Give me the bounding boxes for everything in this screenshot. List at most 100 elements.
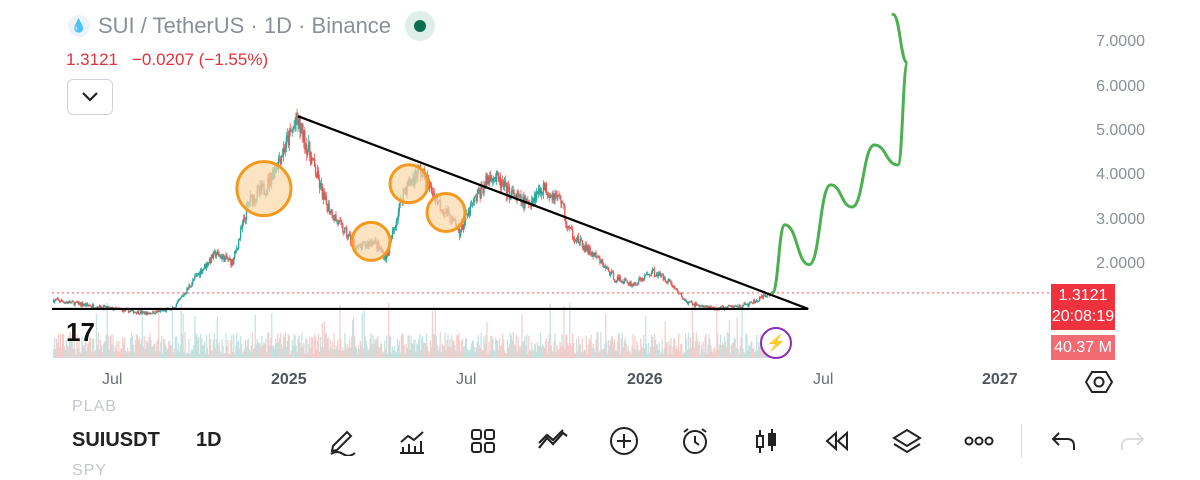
- candle-body: [132, 309, 135, 314]
- volume-bar: [329, 339, 331, 358]
- candle-body: [660, 275, 662, 277]
- candle-body: [599, 258, 601, 264]
- candle-body: [652, 268, 655, 270]
- symbol-selector[interactable]: SUIUSDT: [72, 429, 160, 451]
- object-tree-button[interactable]: [887, 422, 927, 460]
- redo-button[interactable]: [1112, 422, 1152, 460]
- watchlist-prev-symbol[interactable]: PLAB: [72, 398, 117, 415]
- alerts-button[interactable]: [675, 422, 715, 460]
- volume-bar: [293, 333, 295, 358]
- volume-bar: [83, 346, 85, 358]
- volume-bars: [53, 302, 773, 358]
- candle-body: [750, 301, 752, 303]
- volume-bar: [496, 339, 498, 358]
- candle-body: [765, 295, 768, 298]
- volume-bar: [163, 339, 165, 358]
- candle-body: [539, 190, 542, 194]
- candle-body: [619, 276, 622, 281]
- volume-bar: [362, 348, 364, 358]
- candle-body: [469, 205, 472, 215]
- drawing-tools-button[interactable]: [322, 422, 362, 460]
- candle-body: [665, 281, 667, 283]
- volume-bar: [424, 342, 427, 358]
- candle-body: [175, 304, 177, 308]
- volume-bar: [456, 334, 458, 358]
- volume-bar: [241, 353, 244, 358]
- volume-bar: [654, 339, 657, 358]
- volume-bar: [527, 353, 529, 358]
- candle-body: [692, 304, 695, 306]
- volume-bar: [357, 345, 360, 358]
- volume-bar: [484, 343, 486, 358]
- volume-bar: [230, 340, 232, 358]
- chart-legend[interactable]: 💧 SUI / TetherUS · 1D · Binance: [68, 10, 436, 42]
- volume-bar: [354, 345, 357, 358]
- collapse-legend-button[interactable]: [67, 79, 113, 115]
- volume-bar: [390, 352, 393, 358]
- candle-body: [348, 234, 350, 238]
- highlight-circle: [235, 160, 293, 218]
- volume-bar: [693, 348, 696, 358]
- candle-body: [700, 305, 702, 307]
- candle-body: [746, 304, 748, 306]
- chart-canvas[interactable]: 17: [0, 0, 1200, 400]
- candle-body: [113, 309, 115, 311]
- market-status-icon[interactable]: [405, 11, 436, 41]
- volume-bar: [121, 348, 123, 358]
- volume-bar: [211, 350, 214, 358]
- candle-body: [69, 301, 71, 303]
- candle-body: [721, 306, 724, 308]
- volume-bar: [73, 337, 75, 358]
- candle-body: [292, 127, 294, 131]
- volume-bar: [419, 334, 421, 358]
- volume-bar: [138, 337, 140, 358]
- timeframe-selector[interactable]: 1D: [196, 429, 222, 451]
- candle-body: [560, 199, 562, 204]
- candle-body: [68, 301, 70, 304]
- volume-bar: [475, 347, 477, 358]
- candle-body: [107, 306, 109, 309]
- candle-body: [575, 240, 578, 242]
- candle-body: [741, 306, 743, 308]
- volume-bar: [356, 353, 359, 358]
- volume-bar: [386, 353, 389, 358]
- more-button[interactable]: [959, 422, 999, 460]
- candle-body: [393, 227, 396, 230]
- undo-button[interactable]: [1044, 422, 1084, 460]
- candle-body: [516, 193, 518, 199]
- volume-bar: [365, 340, 367, 358]
- candle-body: [704, 306, 706, 308]
- volume-bar: [623, 340, 625, 358]
- watchlist-next-symbol[interactable]: SPY: [72, 462, 108, 479]
- volume-bar: [542, 345, 545, 358]
- candle-body: [279, 159, 282, 165]
- volume-bar: [72, 348, 74, 358]
- descending-trendline: [297, 115, 809, 310]
- candle-body: [304, 130, 306, 150]
- candle-body: [487, 176, 489, 185]
- chart-settings-button[interactable]: [1084, 368, 1114, 396]
- replay-button[interactable]: [817, 422, 857, 460]
- symbol-title[interactable]: SUI / TetherUS · 1D · Binance: [98, 13, 392, 38]
- indicators-button[interactable]: [392, 422, 432, 460]
- chart-type-button[interactable]: [746, 422, 786, 460]
- volume-bar: [628, 350, 630, 358]
- volume-bar: [317, 333, 320, 358]
- volume-bar: [164, 339, 166, 358]
- compare-button[interactable]: [533, 422, 573, 460]
- pencil-icon: [330, 430, 356, 456]
- volume-bar: [246, 339, 249, 358]
- volume-bar: [296, 351, 298, 358]
- volume-bar: [688, 348, 691, 358]
- candle-body: [657, 273, 659, 277]
- add-button[interactable]: [604, 422, 644, 460]
- candle-body: [642, 278, 644, 280]
- candle-body: [206, 262, 209, 266]
- candle-body: [572, 229, 574, 239]
- layouts-button[interactable]: [463, 422, 503, 460]
- candle-body: [542, 182, 545, 194]
- volume-bar: [664, 321, 666, 358]
- lightning-icon[interactable]: ⚡: [760, 327, 792, 359]
- candle-body: [331, 209, 333, 218]
- candle-body: [604, 265, 606, 268]
